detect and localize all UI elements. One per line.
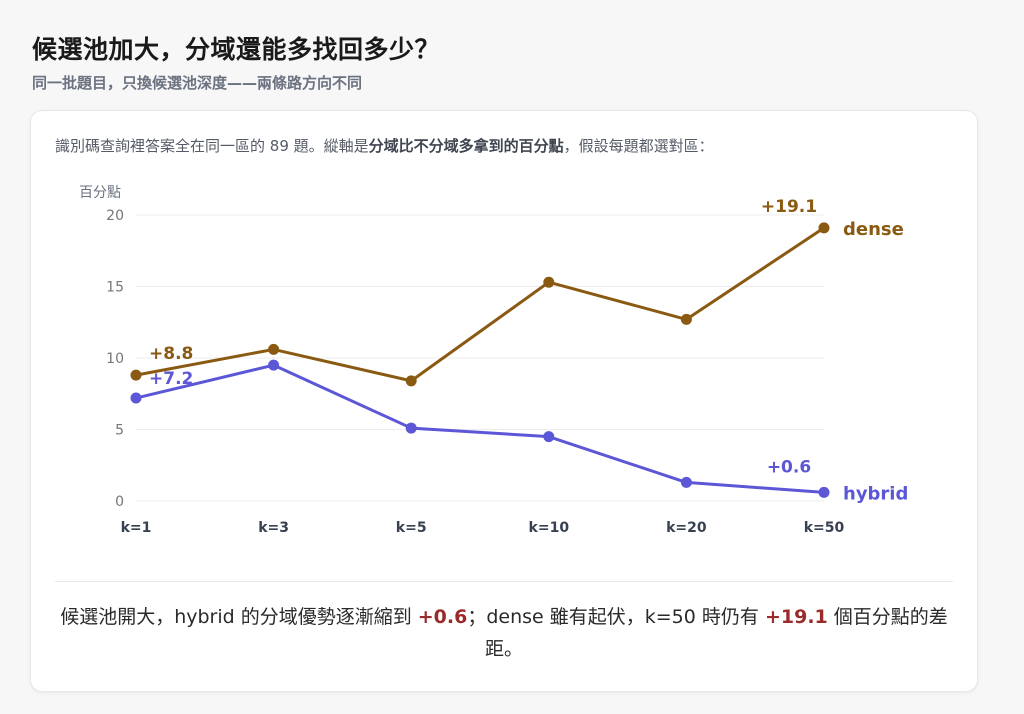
page-title: 候選池加大，分域還能多找回多少？ — [32, 35, 441, 64]
dense-point — [405, 375, 417, 387]
y-axis-unit: 百分點 — [79, 185, 121, 201]
divider — [55, 581, 953, 582]
dense-data-label: +8.8 — [149, 344, 193, 364]
dense-series-name: dense — [843, 219, 904, 240]
chart-summary: 候選池開大，hybrid 的分域優勢逐漸縮到 +0.6；dense 雖有起伏，k… — [55, 601, 953, 665]
intro-suffix: ，假設每題都選對區： — [563, 137, 714, 155]
grid-lines — [136, 214, 824, 502]
x-tick-label: k=50 — [804, 520, 845, 536]
dense-point — [268, 343, 280, 355]
x-tick-label: k=5 — [396, 520, 427, 536]
summary-part1: 候選池開大，hybrid 的分域優勢逐漸縮到 — [60, 606, 418, 628]
dense-point — [543, 276, 555, 288]
y-tick-label: 0 — [115, 494, 124, 510]
hybrid-point — [130, 392, 142, 404]
intro-prefix: 識別碼查詢裡答案全在同一區的 89 題。縱軸是 — [55, 137, 369, 155]
hybrid-series-name: hybrid — [843, 483, 908, 504]
y-tick-label: 20 — [106, 208, 124, 224]
y-tick-label: 5 — [115, 423, 124, 439]
y-tick-label: 10 — [106, 351, 124, 367]
dense-point — [818, 222, 830, 234]
summary-part3: 個百分點的差距。 — [484, 606, 948, 660]
hybrid-point — [680, 476, 692, 488]
x-tick-label: k=20 — [666, 520, 707, 536]
hybrid-point — [818, 486, 830, 498]
dense-point — [130, 369, 142, 381]
summary-highlight-dense: +19.1 — [764, 606, 828, 628]
dense-point — [680, 313, 692, 325]
intro-bold: 分域比不分域多拿到的百分點 — [368, 137, 564, 155]
series-group: +8.8 +19.1 dense +7.2 +0.6 hybrid — [130, 197, 908, 504]
y-ticks: 0 5 10 15 20 — [106, 208, 124, 510]
dense-data-label: +19.1 — [761, 197, 817, 217]
page-subtitle: 同一批題目，只換候選池深度——兩條路方向不同 — [32, 74, 363, 92]
hybrid-data-label: +0.6 — [767, 457, 811, 477]
hybrid-point — [405, 422, 417, 434]
hybrid-point — [543, 431, 555, 443]
hybrid-point — [268, 359, 280, 371]
dense-series-line — [135, 226, 825, 383]
summary-highlight-hybrid: +0.6 — [417, 606, 468, 628]
chart-card: 識別碼查詢裡答案全在同一區的 89 題。縱軸是分域比不分域多拿到的百分點，假設每… — [30, 110, 978, 692]
x-tick-label: k=3 — [258, 520, 289, 536]
hybrid-data-label: +7.2 — [149, 369, 193, 389]
chart-intro: 識別碼查詢裡答案全在同一區的 89 題。縱軸是分域比不分域多拿到的百分點，假設每… — [55, 135, 714, 156]
hybrid-series-line — [135, 363, 825, 494]
x-ticks: k=1 k=3 k=5 k=10 k=20 k=50 — [121, 520, 845, 536]
y-tick-label: 15 — [106, 280, 124, 296]
x-tick-label: k=1 — [121, 520, 152, 536]
x-tick-label: k=10 — [529, 520, 570, 536]
summary-part2: ；dense 雖有起伏，k=50 時仍有 — [467, 606, 765, 628]
